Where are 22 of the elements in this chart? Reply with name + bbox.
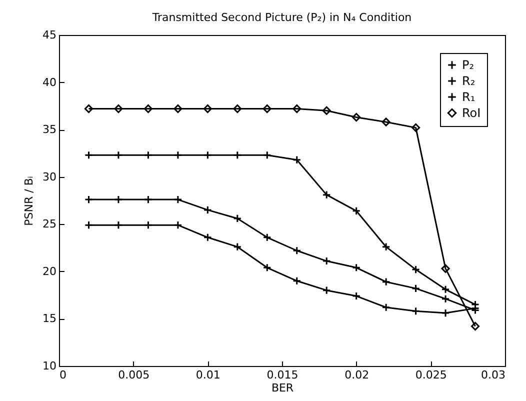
y-tick-label: 15 (42, 312, 56, 326)
legend-label: R₁ (462, 90, 476, 104)
x-tick-label: 0.025 (415, 368, 447, 382)
y-tick-label: 40 (42, 76, 56, 89)
x-tick-label: 0.03 (481, 368, 506, 382)
x-tick-label: 0.015 (266, 368, 298, 382)
y-tick-label: 30 (42, 170, 56, 184)
x-tick-label: 0.005 (118, 368, 150, 382)
y-tick-label: 25 (42, 218, 56, 231)
legend-label: P₂ (462, 58, 474, 72)
x-tick-label: 0.02 (344, 368, 370, 382)
x-tick-label: 0.01 (196, 368, 220, 382)
y-tick-label: 10 (42, 360, 56, 372)
chart-title: Transmitted Second Picture (P₂) in N₄ Condition (151, 11, 412, 24)
x-tick-label: 0 (60, 368, 66, 382)
y-tick-label: 20 (42, 264, 56, 278)
x-axis-title: BER (271, 382, 294, 394)
y-tick-label: 35 (42, 123, 56, 136)
legend-label: RoI (462, 106, 481, 120)
y-tick-label: 45 (42, 28, 56, 42)
legend-label: R₂ (462, 74, 476, 88)
y-axis-title: PSNR / Bᵢ (22, 176, 36, 226)
